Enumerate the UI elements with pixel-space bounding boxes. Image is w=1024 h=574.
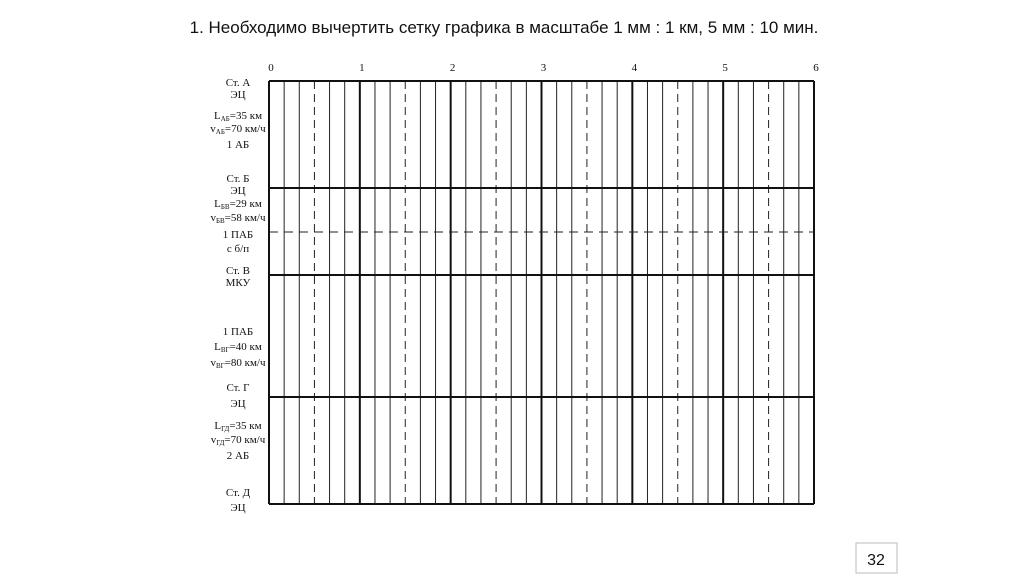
hour-label: 5 <box>722 62 728 74</box>
hour-label: 3 <box>541 62 547 74</box>
value-text: =35 км <box>229 420 261 432</box>
station-label: Ст. А <box>226 77 251 89</box>
symbol: v <box>210 212 216 224</box>
station-label: 1 ПАБ <box>223 229 253 241</box>
subscript: ГД <box>221 425 229 433</box>
value-text: =70 км/ч <box>224 434 265 446</box>
symbol: v <box>210 123 216 135</box>
value-text: =58 км/ч <box>225 212 266 224</box>
value-text: =40 км <box>230 341 262 353</box>
symbol: v <box>211 434 217 446</box>
title: 1. Необходимо вычертить сетку графика в … <box>190 18 819 37</box>
subscript: ВГ <box>216 362 225 370</box>
station-label: Ст. В <box>226 265 250 277</box>
station-label: Ст. Б <box>227 173 250 185</box>
value-text: =70 км/ч <box>225 123 266 135</box>
value-text: =80 км/ч <box>225 357 266 369</box>
station-label: vВГ=80 км/ч <box>210 357 266 370</box>
station-label: ЭЦ <box>230 502 245 514</box>
station-label: 1 ПАБ <box>223 326 253 338</box>
station-label: Ст. Д <box>226 487 251 499</box>
station-label: МКУ <box>226 277 251 289</box>
station-label: 1 АБ <box>227 139 250 151</box>
symbol: L <box>214 420 221 432</box>
station-label: 2 АБ <box>227 450 250 462</box>
subscript: ВГ <box>221 346 230 354</box>
schedule-grid: 0 1 2 3 4 5 6 <box>268 62 819 505</box>
page-number: 32 <box>867 552 885 569</box>
hour-label: 4 <box>632 62 638 74</box>
station-label: с б/п <box>227 243 249 255</box>
station-label: LГД=35 км <box>214 420 261 433</box>
symbol: L <box>214 198 221 210</box>
station-label: vБВ=58 км/ч <box>210 212 266 225</box>
page-number-box <box>855 542 898 574</box>
station-label: LВГ=40 км <box>214 341 262 354</box>
hour-label: 2 <box>450 62 456 74</box>
subscript: БВ <box>216 217 225 225</box>
station-label: Ст. Г <box>226 382 249 394</box>
station-label: LБВ=29 км <box>214 198 262 211</box>
symbol: v <box>210 357 216 369</box>
hour-label: 6 <box>813 62 819 74</box>
station-label: ЭЦ <box>230 398 245 410</box>
symbol: L <box>214 110 221 122</box>
station-label: vГД=70 км/ч <box>211 434 266 447</box>
hour-label: 0 <box>268 62 274 74</box>
station-label: ЭЦ <box>230 185 245 197</box>
subscript: ГД <box>216 439 224 447</box>
hour-label: 1 <box>359 62 365 74</box>
subscript: АБ <box>221 115 230 123</box>
subscript: АБ <box>216 128 225 136</box>
value-text: =29 км <box>230 198 262 210</box>
symbol: L <box>214 341 221 353</box>
station-label: vАБ=70 км/ч <box>210 123 266 136</box>
value-text: =35 км <box>230 110 262 122</box>
subscript: БВ <box>221 203 230 211</box>
station-label: LАБ=35 км <box>214 110 262 123</box>
station-label: ЭЦ <box>230 89 245 101</box>
